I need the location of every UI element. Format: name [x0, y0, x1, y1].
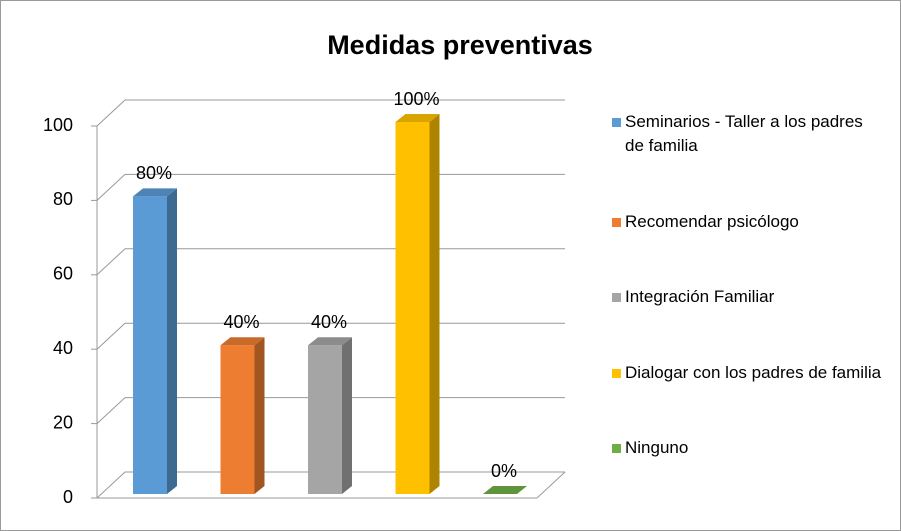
- grid-line: [96, 174, 126, 201]
- legend-entry: Integración Familiar: [612, 285, 882, 309]
- bar: [395, 122, 430, 494]
- legend-entry: Dialogar con los padres de familia: [612, 361, 882, 385]
- bar: [308, 345, 342, 494]
- y-tick-label: 40: [53, 338, 73, 358]
- legend-swatch: [612, 217, 621, 227]
- legend-swatch: [612, 444, 621, 453]
- legend-label: Integración Familiar: [625, 287, 775, 306]
- legend-swatch: [612, 293, 621, 302]
- legend: Seminarios - Taller a los padres de fami…: [612, 110, 882, 460]
- y-tick-label: 80: [53, 189, 73, 209]
- grid-line: [96, 248, 126, 276]
- y-tick-label: 60: [53, 264, 73, 284]
- bar: [220, 345, 255, 494]
- bar-top: [395, 114, 440, 122]
- bar-top: [308, 337, 352, 346]
- bar-side: [167, 188, 177, 494]
- floor-side: [536, 471, 566, 499]
- value-label: 0%: [491, 461, 517, 481]
- legend-entry: Seminarios - Taller a los padres de fami…: [612, 110, 882, 158]
- y-tick-label: 20: [53, 412, 73, 432]
- bar-side: [342, 337, 352, 494]
- bar-top: [483, 486, 527, 494]
- bar: [133, 196, 167, 494]
- legend-label: Recomendar psicólogo: [625, 211, 799, 231]
- grid-line: [96, 471, 126, 499]
- bar-side: [429, 114, 440, 494]
- y-tick-label: 0: [63, 487, 73, 507]
- value-label: 80%: [136, 163, 172, 183]
- bar-top: [133, 188, 177, 197]
- legend-entry: Ninguno: [612, 436, 882, 460]
- legend-label: Seminarios - Taller a los padres de fami…: [625, 112, 863, 155]
- legend-swatch: [612, 118, 621, 127]
- legend-label: Ninguno: [625, 438, 689, 457]
- y-tick-label: 100: [43, 115, 73, 135]
- value-label: 40%: [311, 312, 347, 332]
- legend-swatch: [612, 368, 621, 378]
- legend-entry: Recomendar psicólogo: [612, 210, 882, 234]
- grid-line: [96, 99, 126, 127]
- legend-label: Dialogar con los padres de familia: [625, 362, 882, 382]
- value-label: 100%: [393, 89, 439, 109]
- value-label: 40%: [223, 312, 259, 332]
- grid-line: [96, 322, 126, 350]
- bar-top: [220, 337, 265, 346]
- grid-line: [96, 397, 126, 424]
- chart-title: Medidas preventivas: [327, 30, 593, 60]
- bar-side: [254, 337, 265, 494]
